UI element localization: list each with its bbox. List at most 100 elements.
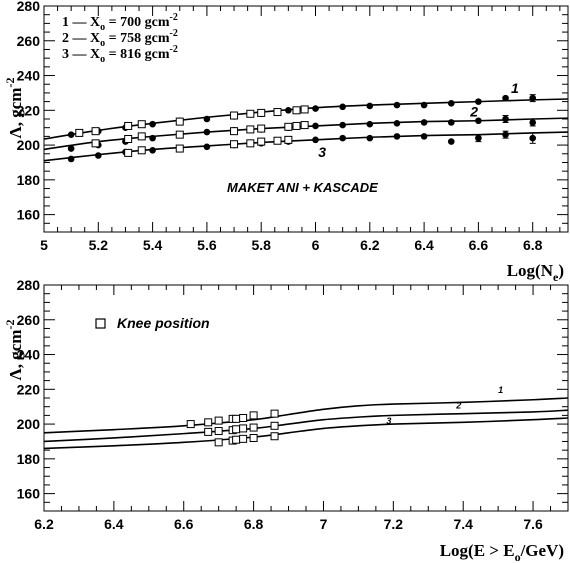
data-point-3 (366, 134, 374, 142)
curve-3 (43, 417, 569, 450)
data-point-3 (475, 134, 482, 142)
knee-marker-2 (239, 424, 248, 433)
data-point-1 (339, 103, 346, 111)
top-y-axis-label: Λ, gcm-2 (3, 78, 25, 139)
knee-marker-1 (204, 418, 213, 427)
data-point-1 (420, 101, 428, 109)
data-point-1 (67, 131, 75, 138)
curve-label-2: 2 (455, 400, 461, 410)
y-tick-label: 220 (17, 102, 41, 118)
knee-marker-2 (124, 134, 133, 143)
knee-marker-3 (175, 144, 184, 153)
y-tick-label: 220 (17, 381, 41, 397)
knee-marker-2 (270, 421, 279, 430)
curve-label-1: 1 (511, 80, 519, 96)
y-tick-label: 240 (17, 68, 41, 84)
x-tick-label: 6.8 (244, 516, 264, 532)
top-points (67, 94, 537, 163)
data-point-1 (393, 101, 401, 109)
knee-marker-1 (273, 108, 282, 117)
x-tick-label: 6.4 (414, 237, 434, 253)
y-tick-label: 260 (17, 33, 41, 49)
data-point-3 (420, 133, 428, 140)
knee-marker-3 (284, 135, 293, 144)
knee-marker-2 (175, 130, 184, 139)
knee-marker-2 (204, 427, 213, 436)
data-point-1 (502, 94, 509, 102)
top-panel: 5 5.2 5.4 5.6 5.8 6 6.2 6.4 6.6 6.8 160 180 200 220 24… (3, 0, 569, 284)
knee-marker-1 (75, 128, 84, 137)
data-point-2 (203, 128, 211, 136)
top-axis-ticks: 5 5.2 5.4 5.6 5.8 6 6.2 6.4 6.6 6.8 160 180 200 220 24… (17, 0, 568, 253)
x-tick-label: 5.6 (197, 237, 217, 253)
knee-marker-1 (91, 127, 100, 136)
x-tick-label: 5.2 (89, 237, 109, 253)
bottom-legend-square-marker (95, 318, 106, 329)
y-tick-label: 280 (17, 277, 41, 293)
curve-1 (43, 397, 569, 434)
top-annotation: MAKET ANI + KASCADE (227, 180, 378, 195)
knee-marker-1 (214, 416, 223, 425)
data-point-2 (393, 120, 401, 127)
y-tick-label: 180 (17, 172, 41, 188)
y-tick-label: 280 (17, 0, 41, 14)
knee-marker-2 (91, 139, 100, 148)
data-point-3 (529, 134, 537, 142)
knee-marker-1 (300, 105, 309, 114)
knee-marker-3 (230, 140, 239, 149)
knee-marker-1 (230, 111, 239, 120)
curve-label-1: 1 (498, 385, 503, 395)
y-tick-label: 180 (17, 451, 41, 467)
top-legend-entry-1: 1 — Xo = 700 gcm-2 (62, 12, 178, 33)
knee-marker-1 (292, 106, 301, 115)
data-point-2 (312, 122, 319, 130)
bottom-curves (43, 397, 569, 450)
data-point-2 (339, 121, 346, 129)
x-tick-label: 6.2 (34, 516, 54, 532)
curve-1 (43, 98, 569, 140)
bottom-axis-ticks: 6.2 6.4 6.6 6.8 7 7.2 7.4 7.6 160 180 200 220 240 260… (17, 277, 569, 532)
data-point-3 (67, 155, 75, 163)
x-tick-label: 7.4 (453, 516, 473, 532)
knee-marker-3 (232, 435, 241, 444)
y-tick-label: 200 (17, 137, 41, 153)
knee-marker-2 (214, 427, 223, 436)
knee-marker-3 (214, 438, 223, 447)
knee-marker-2 (300, 121, 309, 130)
bottom-curve-labels: 1 2 3 (386, 385, 503, 426)
curve-3 (43, 131, 569, 162)
data-point-3 (393, 133, 401, 140)
y-tick-label: 160 (17, 486, 41, 502)
data-point-2 (447, 119, 455, 126)
bottom-points (186, 409, 279, 447)
x-tick-label: 6.6 (469, 237, 489, 253)
curve-label-3: 3 (318, 144, 326, 160)
data-point-2 (502, 115, 509, 123)
knee-marker-2 (292, 121, 301, 130)
y-tick-label: 160 (17, 207, 41, 223)
data-point-2 (366, 120, 374, 128)
knee-marker-3 (137, 146, 146, 155)
data-point-3 (203, 143, 211, 151)
knee-marker-1 (137, 120, 146, 129)
knee-marker-3 (124, 148, 133, 157)
data-point-1 (529, 94, 537, 102)
knee-marker-1 (186, 420, 195, 429)
knee-marker-3 (270, 432, 279, 441)
knee-marker-2 (249, 423, 258, 432)
knee-marker-2 (284, 122, 293, 131)
x-tick-label: 7.2 (384, 516, 404, 532)
knee-marker-3 (249, 433, 258, 442)
data-point-2 (529, 119, 537, 126)
knee-marker-2 (232, 425, 241, 434)
y-tick-label: 200 (17, 416, 41, 432)
data-point-1 (149, 120, 156, 128)
knee-marker-2 (257, 124, 266, 133)
x-tick-label: 7.6 (523, 516, 543, 532)
knee-marker-3 (239, 434, 248, 443)
knee-marker-1 (257, 108, 266, 117)
bottom-panel: 6.2 6.4 6.6 6.8 7 7.2 7.4 7.6 160 180 200 220 240 260… (3, 277, 569, 563)
bottom-legend-label: Knee position (117, 315, 210, 331)
bottom-y-axis-label: Λ, gcm-2 (3, 320, 25, 381)
